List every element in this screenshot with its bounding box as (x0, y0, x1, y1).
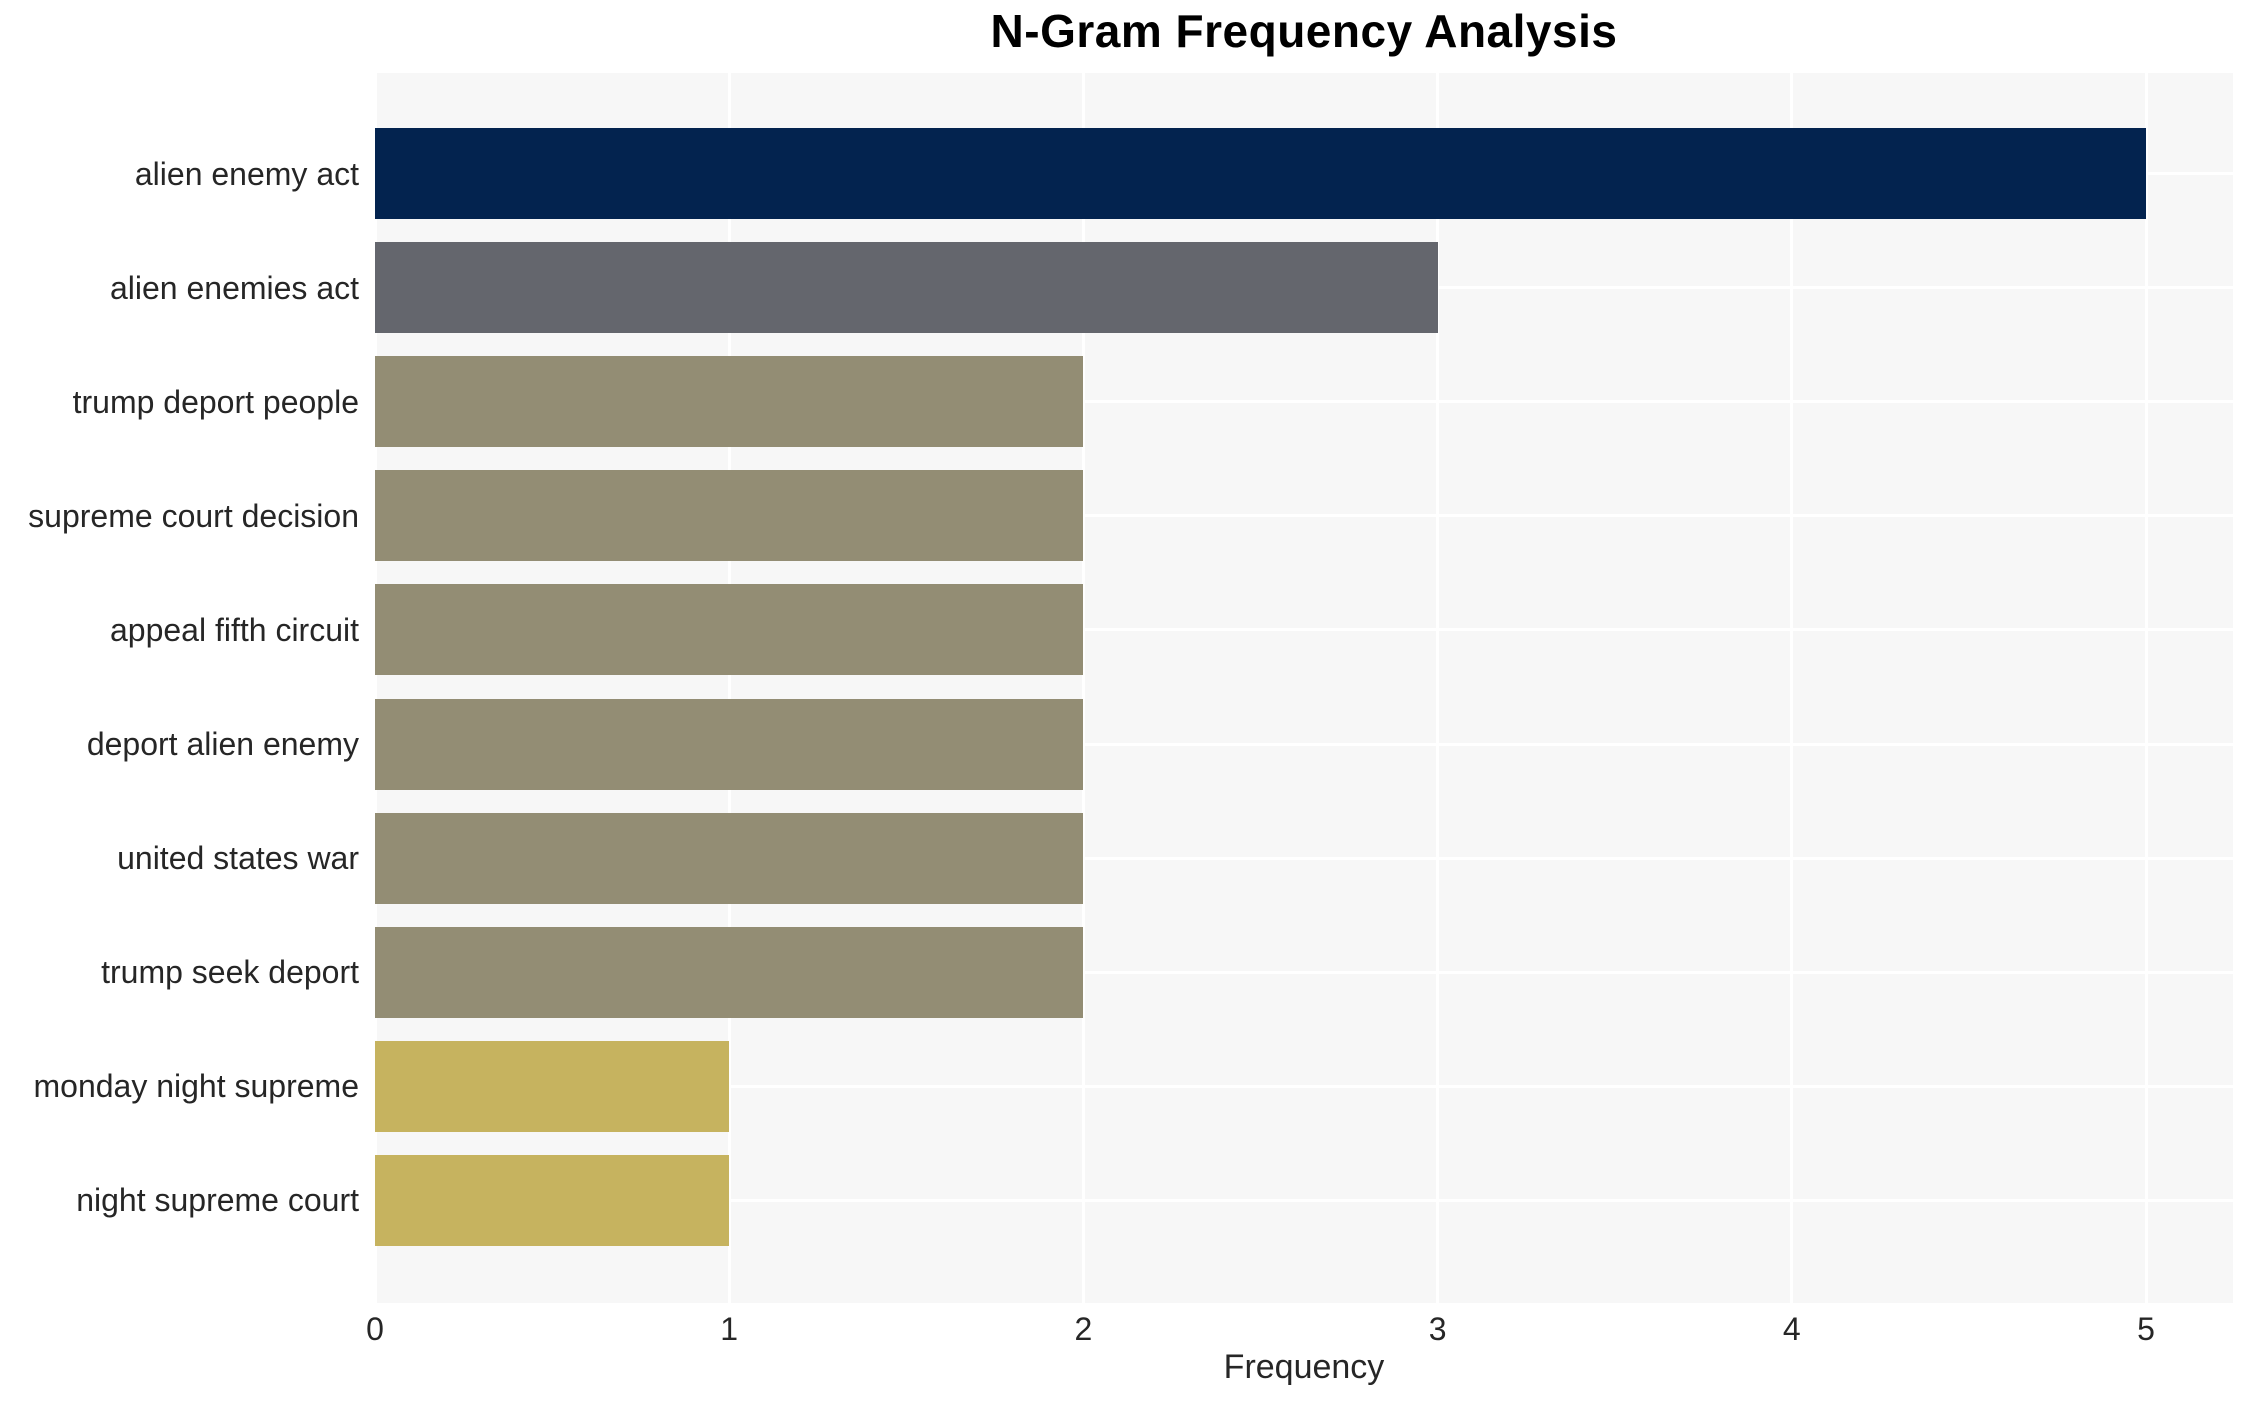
y-gridline (375, 742, 2233, 746)
x-gridline (373, 73, 377, 1303)
x-tick-label: 5 (2137, 1311, 2155, 1347)
bar-supreme-court-decision (375, 470, 1084, 562)
x-gridline (727, 73, 731, 1303)
category-label: alien enemies act (109, 269, 359, 306)
bar-night-supreme-court (375, 1154, 730, 1246)
x-tick-label: 4 (1782, 1311, 1801, 1347)
bar-trump-seek-deport (375, 926, 1084, 1018)
category-label: alien enemy act (134, 155, 359, 192)
x-axis-label: Frequency (1223, 1348, 1385, 1386)
bar-appeal-fifth-circuit (375, 584, 1084, 676)
x-gridline (1790, 73, 1794, 1303)
y-gridline (375, 1084, 2233, 1088)
x-tick-label: 0 (366, 1311, 384, 1347)
category-label: appeal fifth circuit (109, 611, 359, 648)
category-label: monday night supreme (33, 1068, 359, 1105)
y-gridline (375, 1198, 2233, 1202)
bar-deport-alien-enemy (375, 698, 1084, 790)
bar-alien-enemy-act (375, 128, 2146, 219)
category-label: united states war (117, 840, 359, 877)
category-label: trump seek deport (101, 954, 359, 991)
category-label: supreme court decision (28, 497, 359, 534)
x-gridline (1081, 73, 1085, 1303)
x-tick-label: 3 (1428, 1311, 1447, 1347)
category-label: deport alien enemy (86, 726, 359, 762)
x-gridline (2144, 73, 2148, 1303)
y-gridline (375, 970, 2233, 974)
y-gridline (375, 514, 2233, 518)
bar-united-states-war (375, 812, 1084, 904)
plot-area (373, 73, 2233, 1303)
y-gridline (375, 628, 2233, 632)
chart-title: N-Gram Frequency Analysis (990, 5, 1618, 57)
x-tick-label: 1 (720, 1311, 739, 1347)
category-label: night supreme court (76, 1182, 359, 1219)
x-tick-label: 2 (1074, 1311, 1093, 1347)
category-label: trump deport people (72, 383, 359, 420)
y-gridline (375, 400, 2233, 404)
bar-alien-enemies-act (375, 242, 1438, 334)
x-gridline (1436, 73, 1440, 1303)
y-gridline (375, 856, 2233, 860)
bar-trump-deport-people (375, 356, 1084, 448)
bar-monday-night-supreme (375, 1040, 730, 1132)
